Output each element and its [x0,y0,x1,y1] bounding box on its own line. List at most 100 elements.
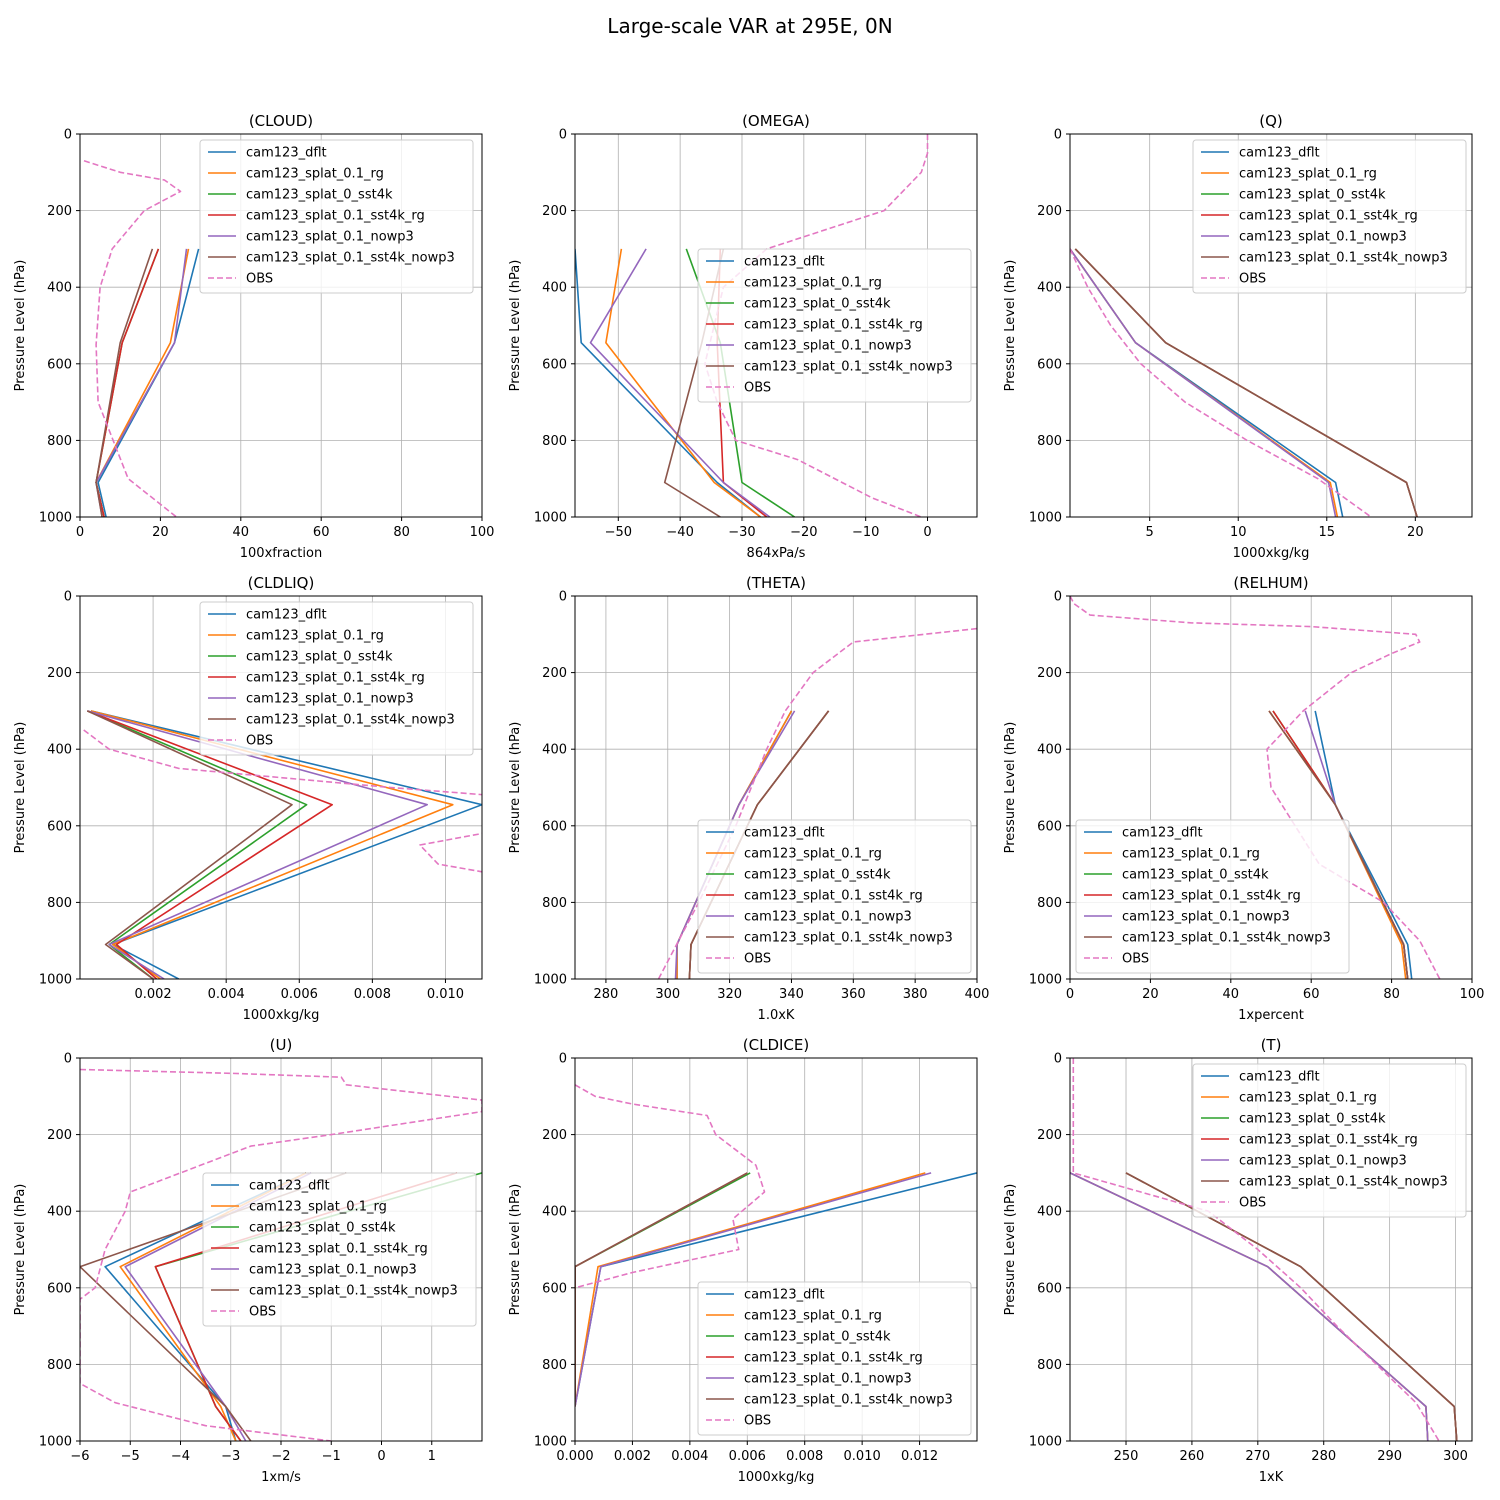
x-tick-label: −6 [70,1449,89,1464]
legend-entry: cam123_splat_0.1_rg [246,629,384,644]
y-tick-label: 0 [64,590,72,605]
y-tick-label: 200 [47,1128,72,1143]
series-line-cam123_dflt [90,710,482,979]
y-tick-label: 1000 [39,511,72,526]
series-line-OBS [575,1084,766,1289]
y-tick-label: 400 [1037,1205,1062,1220]
legend-box [697,819,972,974]
series-group [575,1084,977,1407]
x-tick-label: 270 [1245,1449,1270,1464]
series-line-cam123_splat_0.1_rg [605,248,761,517]
y-tick-label: 800 [1037,1358,1062,1373]
legend-entry: cam123_splat_0_sst4k [744,868,891,883]
y-axis-label: Pressure Level (hPa) [13,722,28,854]
y-tick-label: 200 [1037,1128,1062,1143]
y-tick-label: 1000 [534,1435,567,1450]
y-tick-label: 1000 [534,973,567,988]
subplot-title: (T) [1261,1036,1282,1054]
x-tick-label: 0.008 [354,987,391,1002]
series-group [1070,596,1441,979]
x-axis-label: 1xm/s [261,1470,301,1485]
x-tick-label: −20 [790,525,817,540]
axes-frame [1069,133,1473,518]
legend-entry: cam123_splat_0.1_nowp3 [744,1372,912,1387]
legend-box [697,1281,972,1436]
series-group [1070,1058,1458,1441]
legend-entry: cam123_splat_0.1_sst4k_rg [1239,209,1418,224]
subplot-relhum: 0 20 40 60 80 10002004006008001000(RELHUM)1xp… [1003,574,1484,1023]
x-tick-label: 40 [233,525,250,540]
series-group [83,160,200,517]
x-tick-label: 15 [1319,525,1336,540]
legend-entry: cam123_dflt [1239,1070,1320,1085]
x-tick-label: 20 [1407,525,1424,540]
series-line-OBS [83,160,182,517]
legend-entry: cam123_splat_0.1_nowp3 [744,339,912,354]
axes-frame [1069,595,1473,980]
figure-title: Large-scale VAR at 295E, 0N [607,14,893,38]
y-axis-label: Pressure Level (hPa) [1003,722,1018,854]
x-tick-label: 20 [1142,987,1159,1002]
legend-entry: cam123_splat_0.1_sst4k_rg [744,1351,923,1366]
y-tick-label: 800 [542,1358,567,1373]
y-tick-label: 600 [47,357,72,372]
x-tick-label: 10 [1230,525,1247,540]
y-tick-label: 600 [542,1281,567,1296]
series-group [1070,248,1418,517]
x-tick-label: 0.012 [901,1449,938,1464]
x-tick-label: −3 [221,1449,240,1464]
y-tick-label: 200 [47,666,72,681]
legend-entry: cam123_splat_0.1_rg [1122,847,1260,862]
y-tick-label: 1000 [1029,973,1062,988]
legend-entry: cam123_splat_0.1_nowp3 [246,230,414,245]
legend-entry: cam123_splat_0.1_sst4k_rg [249,1242,428,1257]
legend: cam123_dflt cam123_splat_0.1_rg cam123_spl… [199,601,474,756]
subplot-cldice: 0.000 0.002 0.004 0.006 0.008 0.010 0.012 0 200 4… [508,1036,978,1485]
y-tick-label: 400 [542,281,567,296]
y-tick-label: 400 [1037,743,1062,758]
x-axis-label: 1xpercent [1238,1008,1304,1023]
y-tick-label: 200 [542,1128,567,1143]
legend-entry: cam123_splat_0.1_sst4k_rg [246,671,425,686]
x-tick-label: 0.006 [729,1449,766,1464]
subplot-cloud: 0 20 40 60 80 10002004006008001000(CLOUD)100x… [13,112,494,561]
legend-entry: cam123_splat_0.1_rg [249,1200,387,1215]
y-tick-label: 800 [542,434,567,449]
y-axis-label: Pressure Level (hPa) [13,1184,28,1316]
series-line-cam123_splat_0_sst4k [86,710,308,979]
legend-entry: OBS [744,381,771,396]
x-axis-label: 1xK [1259,1470,1284,1485]
y-tick-label: 200 [542,204,567,219]
legend: cam123_dflt cam123_splat_0.1_rg cam123_spl… [199,139,474,294]
x-tick-label: 0.004 [671,1449,708,1464]
legend-entry: OBS [1239,1196,1266,1211]
legend-entry: cam123_splat_0_sst4k [744,297,891,312]
subplot-title: (THETA) [746,574,806,592]
y-tick-label: 0 [64,128,72,143]
series-line-OBS [657,627,977,979]
legend: cam123_dflt cam123_splat_0.1_rg cam123_spl… [1075,819,1350,974]
series-line-cam123_splat_0.1_sst4k_nowp3 [1074,248,1418,517]
x-tick-label: 5 [1146,525,1154,540]
legend-entry: cam123_splat_0.1_sst4k_nowp3 [1239,251,1448,266]
legend-entry: OBS [1239,272,1266,287]
legend: cam123_dflt cam123_splat_0.1_rg cam123_spl… [697,248,972,403]
y-tick-label: 0 [559,128,567,143]
subplot-title: (OMEGA) [742,112,810,130]
series-line-cam123_dflt [1314,710,1413,979]
y-tick-label: 1000 [1029,1435,1062,1450]
subplot-t: 250 260 270 280 290 300 0 200 400 600 800 1000 (T) 1x… [1003,1036,1473,1485]
legend: cam123_dflt cam123_splat_0.1_rg cam123_spl… [1192,139,1467,294]
legend-entry: cam123_splat_0.1_rg [1239,1091,1377,1106]
x-tick-label: −5 [121,1449,140,1464]
legend-box [199,139,474,294]
x-tick-label: 100 [1460,987,1485,1002]
legend-entry: cam123_splat_0.1_sst4k_rg [744,318,923,333]
y-tick-label: 800 [47,1358,72,1373]
y-tick-label: 400 [47,281,72,296]
y-tick-label: 0 [1054,1052,1062,1067]
legend-entry: cam123_dflt [249,1179,330,1194]
y-tick-label: 600 [1037,819,1062,834]
legend-entry: cam123_splat_0_sst4k [744,1330,891,1345]
y-tick-label: 0 [559,1052,567,1067]
